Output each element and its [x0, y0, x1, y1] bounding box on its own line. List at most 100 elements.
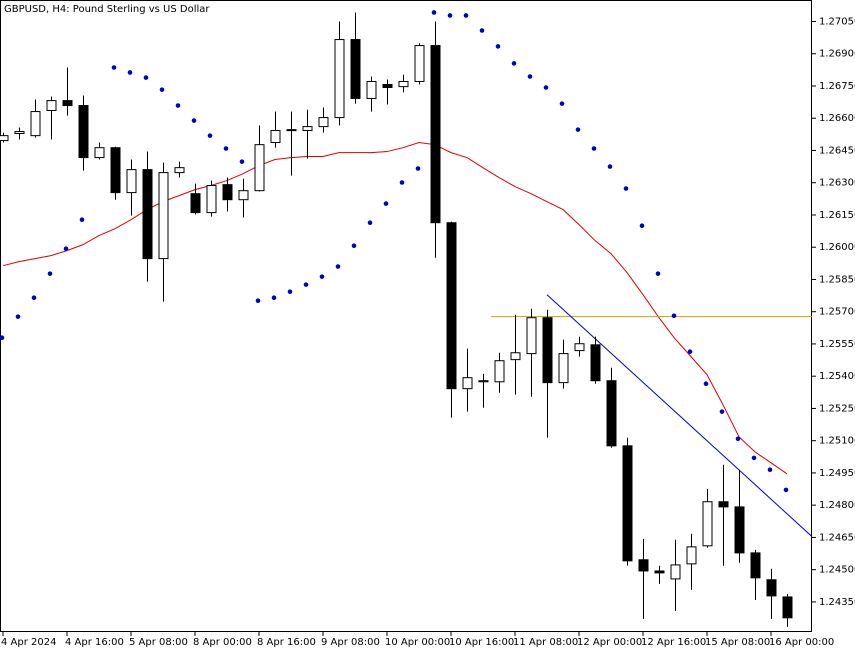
y-tick-label: 1.26600: [819, 113, 855, 124]
candle-body: [510, 352, 521, 361]
x-tick-label: 8 Apr 00:00: [193, 637, 252, 648]
y-tick-label: 1.24500: [819, 565, 855, 576]
sar-dot: [191, 118, 197, 123]
x-tick-label: 11 Apr 08:00: [513, 637, 578, 648]
candle-body: [174, 167, 185, 174]
candle-body: [606, 380, 617, 447]
candle-body: [558, 353, 569, 384]
candle-body: [254, 144, 265, 192]
candle-body: [30, 111, 41, 137]
candle-body: [414, 45, 425, 82]
sar-dot: [319, 274, 325, 279]
sar-dot: [383, 201, 389, 206]
y-tick-label: 1.26900: [819, 49, 855, 60]
moving-average: [2, 142, 788, 475]
candle-body: [638, 559, 649, 572]
x-tick-label: 9 Apr 08:00: [321, 637, 380, 648]
sar-dot: [479, 28, 485, 33]
candle-body: [622, 445, 633, 562]
candle-body: [590, 344, 601, 382]
sar-dot: [543, 85, 549, 90]
candle-body: [126, 169, 137, 194]
y-tick-label: 1.25850: [819, 274, 855, 285]
sar-dot: [623, 186, 629, 191]
sar-dot: [431, 10, 437, 15]
sar-dot: [783, 487, 789, 493]
candle-body: [78, 105, 89, 159]
candle-body: [366, 80, 377, 99]
candle-body: [766, 579, 777, 597]
sar-dot: [351, 243, 357, 249]
y-tick-label: 1.25100: [819, 436, 855, 447]
candle-body: [190, 193, 201, 214]
y-tick-label: 1.24350: [819, 597, 855, 608]
sar-dot: [639, 223, 645, 229]
x-tick-label: 15 Apr 08:00: [705, 637, 770, 648]
candle-body: [398, 80, 409, 88]
sar-dot: [31, 295, 37, 301]
sar-dot: [607, 164, 613, 169]
y-tick-label: 1.25550: [819, 339, 855, 350]
candle-body: [718, 501, 729, 508]
sar-dot: [223, 146, 229, 151]
x-tick-label: 8 Apr 16:00: [257, 637, 316, 648]
candle-body: [750, 552, 761, 579]
y-tick-label: 1.26000: [819, 242, 855, 253]
sar-dot: [495, 44, 501, 49]
x-tick-label: 4 Apr 2024: [1, 637, 56, 648]
chart-title: GBPUSD, H4: Pound Sterling vs US Dollar: [4, 4, 210, 15]
y-tick-label: 1.25250: [819, 403, 855, 414]
candle-body: [334, 39, 345, 119]
sar-dot: [0, 335, 5, 341]
candle-body: [670, 564, 681, 580]
sar-dot: [143, 75, 149, 80]
x-tick-label: 12 Apr 16:00: [641, 637, 706, 648]
x-tick-label: 12 Apr 00:00: [577, 637, 642, 648]
candle-body: [702, 501, 713, 547]
x-tick-label: 10 Apr 16:00: [449, 637, 514, 648]
sar-dot: [767, 467, 773, 473]
candle-body: [734, 506, 745, 554]
sar-dot: [335, 264, 341, 269]
x-tick-label: 10 Apr 00:00: [385, 637, 450, 648]
candle-body: [526, 317, 537, 355]
sar-dot: [271, 295, 277, 301]
candle-body: [350, 39, 361, 99]
candle-body: [318, 117, 329, 128]
y-tick-label: 1.25700: [819, 307, 855, 318]
sar-dot: [207, 133, 213, 138]
sar-dot: [127, 70, 133, 75]
candle-body: [206, 185, 217, 214]
candle-body: [238, 190, 249, 201]
y-tick-label: 1.24800: [819, 500, 855, 511]
sar-dot: [255, 298, 261, 304]
sar-dot: [591, 146, 597, 151]
x-tick-label: 16 Apr 00:00: [769, 637, 834, 648]
sar-dot: [63, 246, 69, 252]
candle-body: [574, 343, 585, 352]
plot-area: [0, 10, 812, 627]
candle-body: [46, 100, 57, 111]
candle-body: [446, 222, 457, 390]
sar-dot: [559, 101, 565, 106]
candle-body: [94, 147, 105, 159]
candle-body: [494, 360, 505, 383]
candle-body: [462, 377, 473, 390]
candle-body: [302, 126, 313, 131]
sar-dot: [511, 61, 517, 66]
x-tick-label: 5 Apr 08:00: [129, 637, 188, 648]
candle-body: [158, 172, 169, 260]
sar-dot: [15, 314, 21, 319]
y-tick-label: 1.26450: [819, 145, 855, 156]
sar-dot: [671, 313, 677, 319]
sar-dot: [655, 271, 661, 276]
candle-body: [430, 45, 441, 224]
candle-body: [62, 100, 73, 107]
sar-dot: [175, 103, 181, 108]
sar-dot: [719, 409, 725, 414]
sar-dot: [367, 220, 373, 226]
trendline: [546, 294, 812, 537]
candle-body: [286, 129, 297, 132]
